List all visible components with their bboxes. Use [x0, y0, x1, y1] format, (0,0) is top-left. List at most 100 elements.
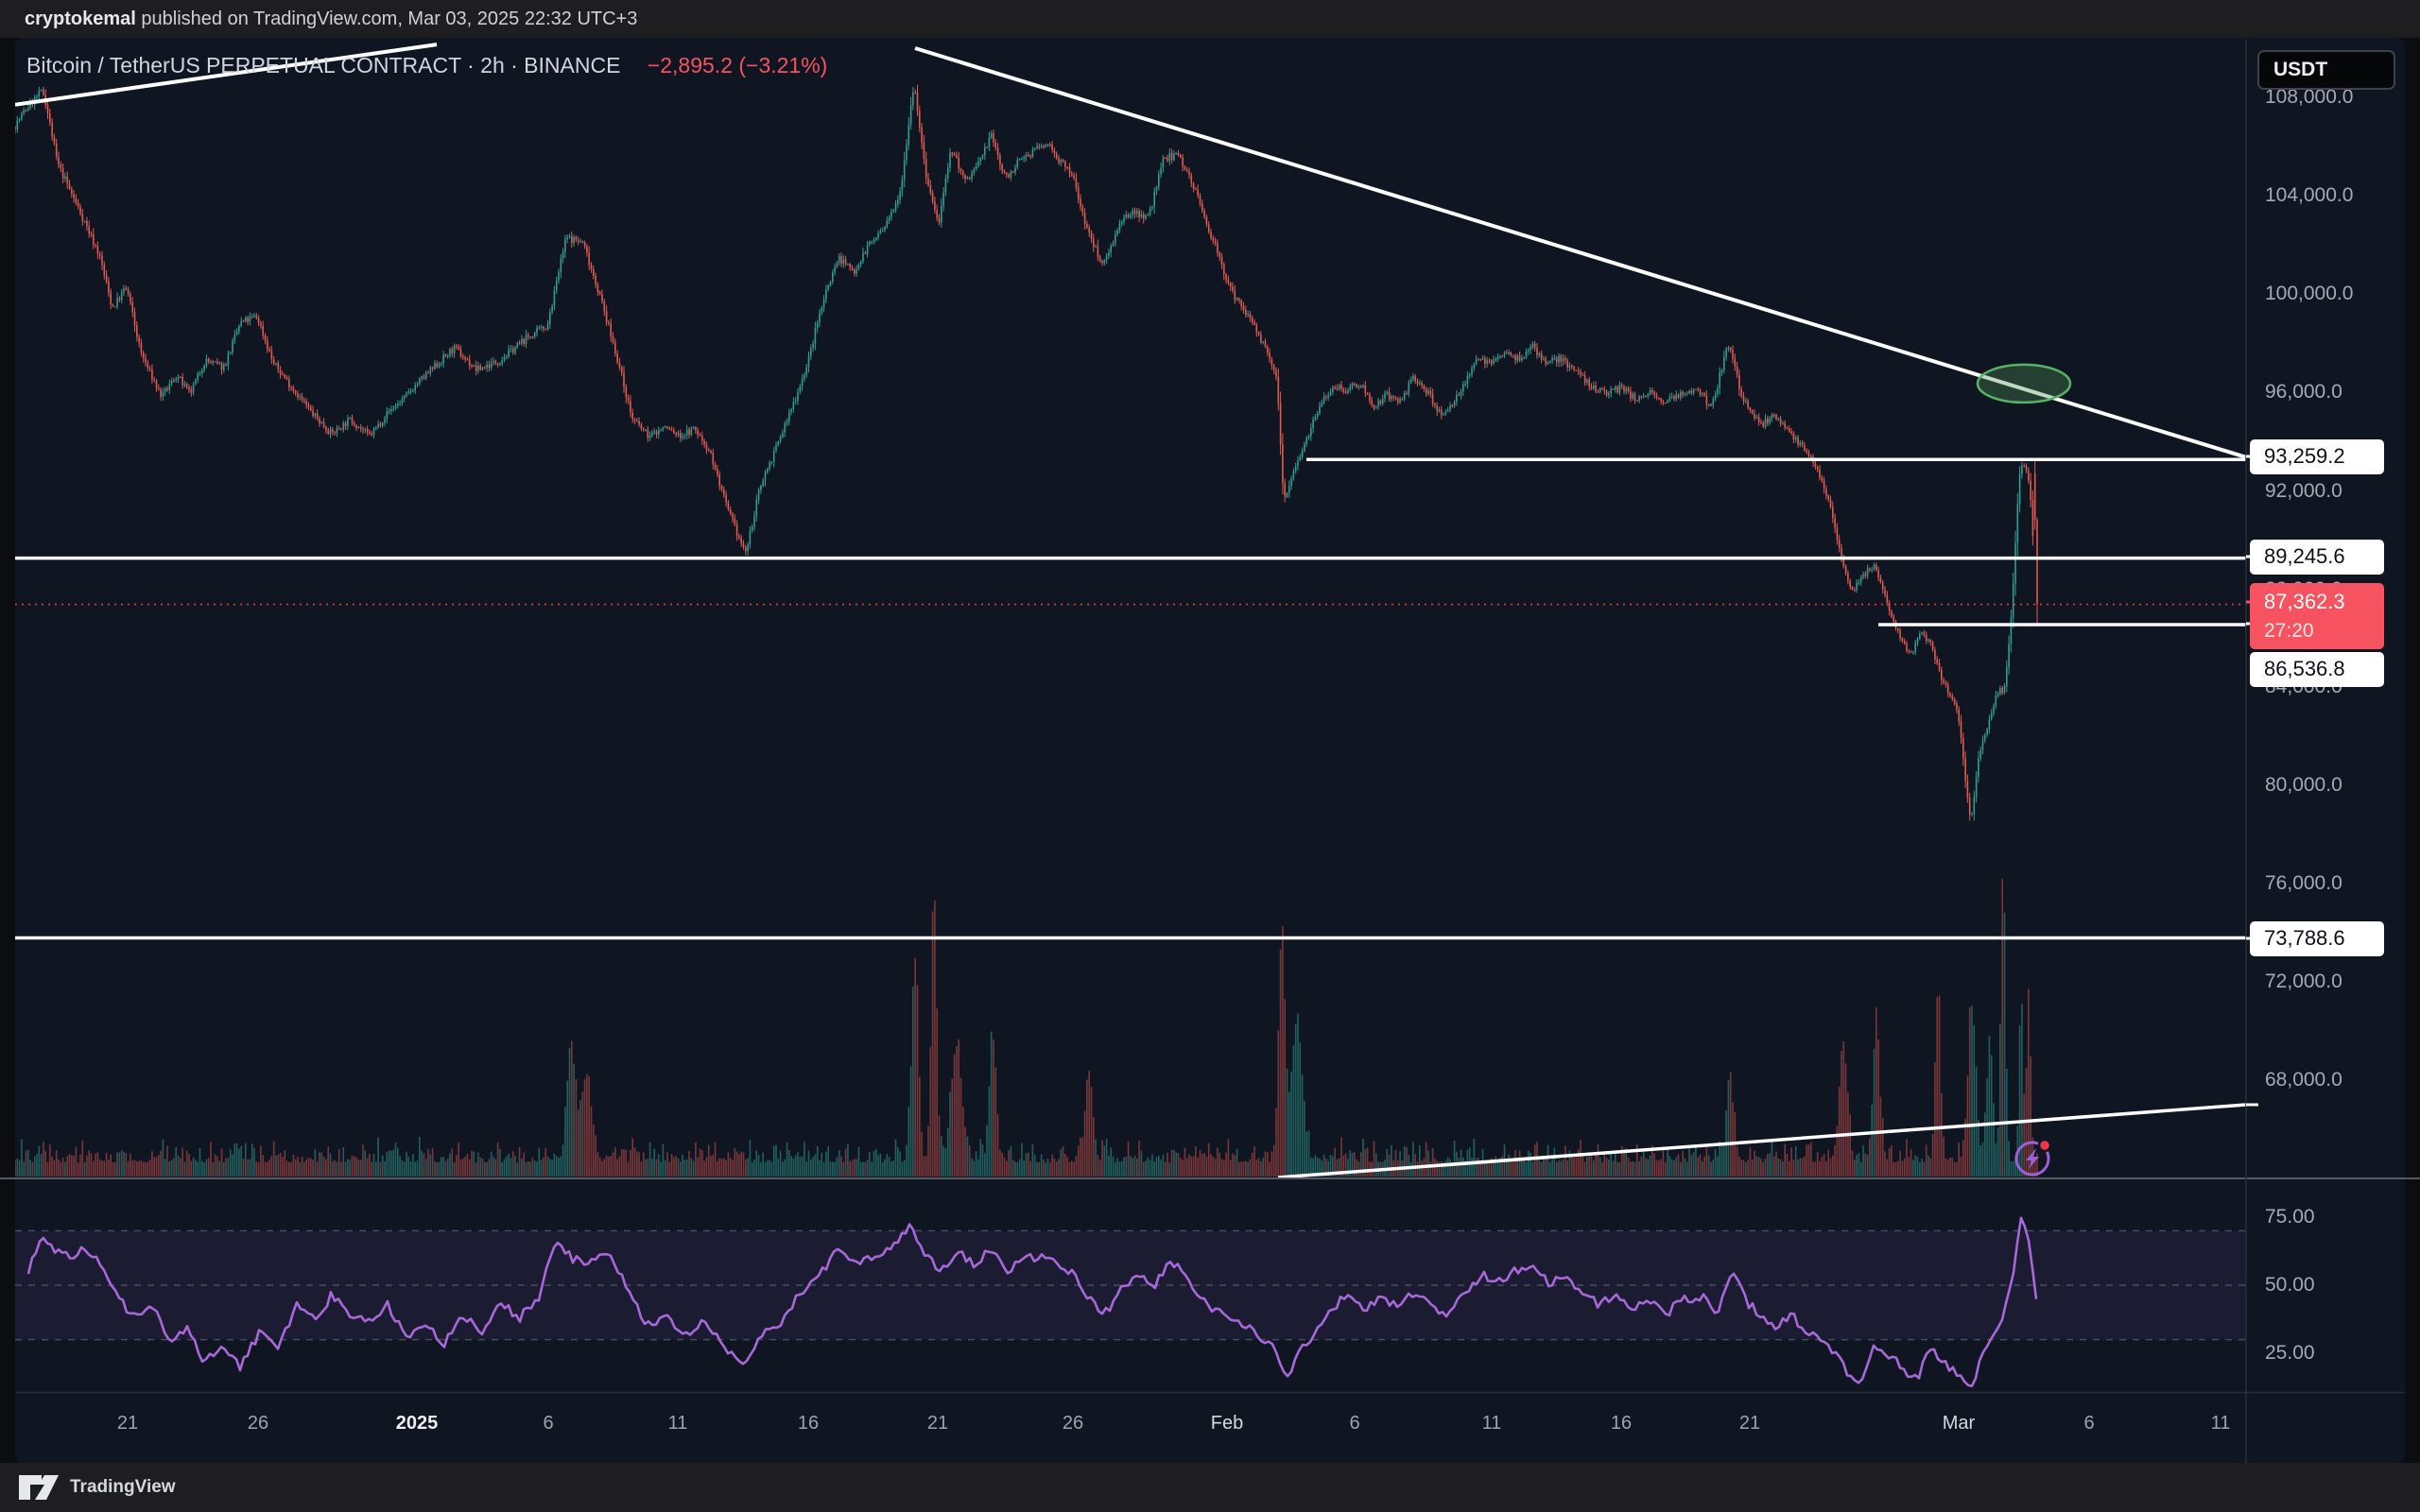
volume-trendline[interactable]	[1277, 1103, 2246, 1179]
price-line-label-value: 73,788.6	[2264, 926, 2345, 950]
candle-body	[1786, 428, 1789, 430]
candle-body	[1514, 355, 1516, 361]
candle-body	[804, 374, 805, 379]
candle-body	[103, 265, 106, 275]
candle-body	[1560, 355, 1563, 362]
volume-bar	[384, 1161, 386, 1177]
candle-body	[944, 179, 947, 193]
volume-bar	[1304, 1100, 1305, 1177]
volume-bar	[284, 1150, 285, 1177]
candle-body	[1934, 649, 1936, 660]
volume-bar	[1705, 1146, 1708, 1177]
candle-body	[371, 433, 372, 436]
signal-lightning-icon[interactable]	[2014, 1138, 2052, 1177]
volume-bar	[1772, 1156, 1775, 1177]
candle-body	[747, 543, 749, 552]
volume-bar	[108, 1160, 110, 1177]
candle-body	[1008, 174, 1010, 178]
candle-body	[384, 419, 386, 423]
volume-bar	[593, 1125, 595, 1177]
candle-body	[1595, 385, 1597, 392]
candle-body	[538, 327, 541, 329]
candle-body	[1471, 368, 1473, 375]
tradingview-logo-icon[interactable]	[17, 1471, 60, 1503]
candle-body	[1545, 358, 1547, 365]
volume-bar	[903, 1160, 906, 1177]
volume-bar	[216, 1156, 218, 1177]
candle-body	[1329, 392, 1332, 396]
volume-bar	[779, 1150, 782, 1177]
candle-body	[216, 361, 218, 364]
volume-bar	[414, 1161, 416, 1177]
candle-body	[148, 368, 151, 369]
volume-bar	[1754, 1150, 1755, 1177]
candle-body	[1981, 740, 1984, 750]
candle-body	[936, 210, 938, 218]
volume-bar	[1612, 1160, 1615, 1177]
candle-body	[322, 421, 325, 427]
symbol-legend[interactable]: Bitcoin / TetherUS PERPETUAL CONTRACT · …	[26, 53, 827, 78]
time-tick-label: 26	[1062, 1413, 1084, 1434]
volume-bar	[1560, 1160, 1563, 1177]
candle-body	[23, 110, 25, 114]
candle-body	[1583, 374, 1586, 384]
candle-body	[864, 252, 867, 254]
volume-bar	[268, 1160, 270, 1177]
drawings-layer[interactable]	[15, 43, 2246, 1179]
tradingview-brand-text[interactable]: TradingView	[70, 1477, 176, 1497]
candle-body	[1260, 335, 1262, 343]
volume-bar	[1562, 1159, 1564, 1177]
volume-bar	[1841, 1051, 1842, 1177]
volume-bar	[560, 1156, 562, 1177]
volume-bar	[1760, 1159, 1762, 1177]
candle-body	[1321, 403, 1323, 406]
volume-bar	[148, 1160, 151, 1177]
candle-body	[1893, 616, 1894, 622]
candle-body	[1910, 651, 1912, 653]
volume-bar	[710, 1156, 712, 1177]
volume-bar	[836, 1157, 838, 1177]
trendline[interactable]	[15, 43, 438, 107]
candle-body	[2014, 542, 2016, 584]
volume-bar	[916, 985, 919, 1177]
candle-body	[1804, 445, 1806, 451]
candle-body	[1971, 814, 1973, 816]
candle-body	[431, 367, 434, 369]
candle-body	[1528, 350, 1530, 352]
candle-body	[1279, 403, 1282, 445]
candle-body	[583, 242, 586, 247]
time-tick-label: Mar	[1942, 1413, 1976, 1434]
volume-bar	[1212, 1156, 1215, 1177]
volume-bar	[86, 1155, 88, 1177]
volume-bar	[1590, 1156, 1593, 1177]
volume-bar	[1064, 1154, 1066, 1177]
volume-bar	[251, 1143, 253, 1177]
volume-bar	[707, 1144, 710, 1177]
price-line-label-value: 89,245.6	[2264, 544, 2345, 568]
currency-toggle-button[interactable]: USDT	[2257, 50, 2395, 90]
volume-bar	[1029, 1160, 1031, 1177]
trendline[interactable]	[914, 46, 2246, 459]
candle-body	[449, 349, 451, 356]
volume-bar	[371, 1161, 372, 1177]
candle-body	[1023, 157, 1025, 160]
candle-body	[1336, 387, 1339, 390]
rsi-pane[interactable]	[15, 1229, 2246, 1341]
candle-body	[822, 299, 825, 308]
volume-bar	[1028, 1152, 1029, 1177]
candle-body	[377, 423, 379, 428]
volume-bar	[1692, 1152, 1695, 1177]
candle-body	[1719, 372, 1720, 388]
volume-bar	[1825, 1160, 1827, 1177]
ellipse-annotation[interactable]	[1976, 363, 2072, 404]
volume-bar	[1655, 1160, 1658, 1177]
volume-bar	[64, 1161, 66, 1177]
volume-bar	[703, 1160, 705, 1177]
volume-bar	[966, 1136, 969, 1177]
volume-bar	[536, 1161, 538, 1177]
candle-body	[1821, 477, 1824, 481]
volume-bar	[1409, 1161, 1412, 1177]
volume-bar	[909, 1066, 912, 1177]
volume-bar	[316, 1161, 319, 1177]
